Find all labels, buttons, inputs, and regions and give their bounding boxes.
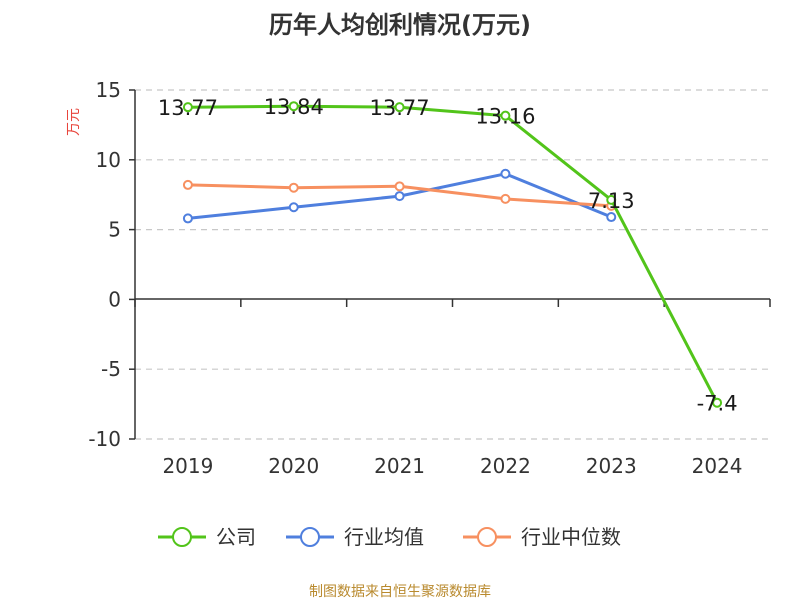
legend-item: 公司 (158, 525, 256, 549)
data-point (288, 202, 299, 213)
y-tick-label: 5 (108, 218, 121, 242)
data-label: -7.4 (697, 392, 738, 416)
legend-marker (300, 527, 320, 547)
y-tick-label: -5 (101, 357, 121, 381)
legend: 公司 行业均值 行业中位数 (158, 525, 621, 549)
data-label: 13.77 (158, 96, 218, 120)
data-point (500, 168, 511, 179)
data-point (182, 213, 193, 224)
data-point (500, 193, 511, 204)
data-label: 13.77 (370, 96, 430, 120)
data-point (394, 191, 405, 202)
chart-title: 历年人均创利情况(万元) (269, 11, 531, 39)
x-tick-label: 2020 (268, 454, 319, 478)
legend-marker (477, 527, 497, 547)
data-point (394, 181, 405, 192)
legend-item: 行业均值 (286, 525, 424, 549)
axes: 15 10 5 0 -5 -10 2019 2020 2021 2022 2023 2024 (88, 78, 771, 478)
data-label: 13.84 (264, 95, 324, 119)
legend-label: 行业中位数 (521, 525, 621, 549)
legend-marker (172, 527, 192, 547)
x-tick-label: 2022 (480, 454, 531, 478)
data-point (182, 102, 193, 113)
series-line-0 (187, 104, 719, 404)
y-tick-label: 0 (108, 287, 121, 311)
data-point (288, 182, 299, 193)
grid-lines (135, 89, 770, 440)
y-tick-label: 15 (96, 78, 121, 102)
legend-label: 行业均值 (344, 525, 424, 549)
data-point (394, 102, 405, 113)
y-axis-unit: 万元 (66, 108, 82, 136)
data-point (288, 101, 299, 112)
data-point (606, 194, 617, 205)
source-note: 制图数据来自恒生聚源数据库 (309, 584, 491, 600)
series-group (182, 101, 723, 408)
data-labels: 13.77 13.84 13.77 13.16 7.13 -7.4 (158, 95, 738, 416)
data-label: 13.16 (475, 105, 535, 129)
data-point (182, 179, 193, 190)
data-point (712, 397, 723, 408)
data-point (500, 110, 511, 121)
x-tick-label: 2019 (162, 454, 213, 478)
x-tick-label: 2023 (586, 454, 637, 478)
x-tick-label: 2021 (374, 454, 425, 478)
legend-item: 行业中位数 (463, 525, 621, 549)
x-tick-label: 2024 (692, 454, 743, 478)
data-point (606, 212, 617, 223)
legend-label: 公司 (216, 525, 256, 549)
y-tick-label: -10 (88, 427, 121, 451)
y-tick-label: 10 (96, 148, 121, 172)
data-label: 7.13 (588, 189, 635, 213)
